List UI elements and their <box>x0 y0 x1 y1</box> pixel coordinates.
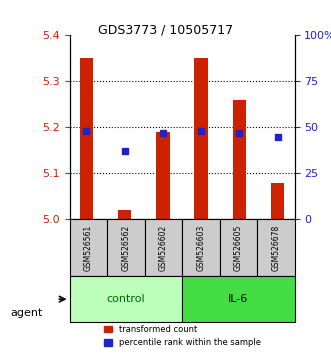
Text: GDS3773 / 10505717: GDS3773 / 10505717 <box>98 23 233 36</box>
Bar <box>233 100 246 219</box>
Bar <box>219 219 257 276</box>
Bar <box>182 219 219 276</box>
Bar <box>70 219 107 276</box>
Bar <box>107 219 145 276</box>
Bar <box>271 183 284 219</box>
Bar <box>145 219 182 276</box>
Bar <box>257 219 295 276</box>
Bar <box>70 276 182 322</box>
Legend: transformed count, percentile rank within the sample: transformed count, percentile rank withi… <box>101 322 263 350</box>
Text: GSM526561: GSM526561 <box>84 225 93 271</box>
Bar <box>195 58 208 219</box>
Bar <box>182 276 295 322</box>
Text: agent: agent <box>10 308 42 318</box>
Text: GSM526605: GSM526605 <box>234 224 243 271</box>
Text: IL-6: IL-6 <box>228 294 249 304</box>
Bar <box>156 132 169 219</box>
Text: control: control <box>107 294 145 304</box>
Text: GSM526603: GSM526603 <box>196 224 205 271</box>
Text: GSM526678: GSM526678 <box>271 225 280 271</box>
Bar <box>80 58 93 219</box>
Bar <box>118 210 131 219</box>
Text: GSM526602: GSM526602 <box>159 225 168 271</box>
Text: GSM526562: GSM526562 <box>121 225 130 271</box>
